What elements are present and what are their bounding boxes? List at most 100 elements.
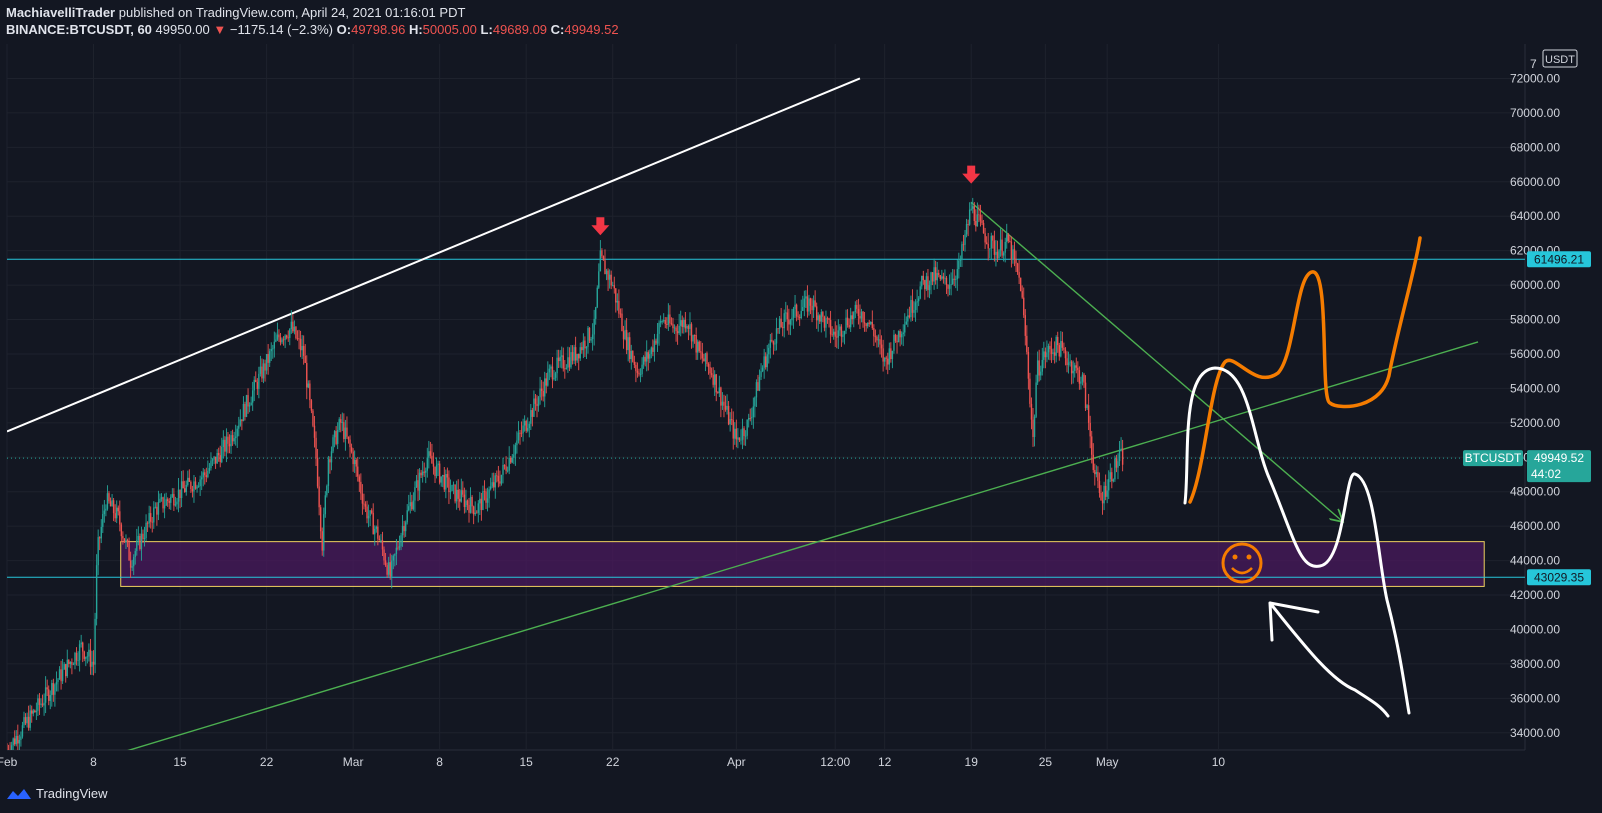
candle-body — [1035, 382, 1037, 417]
candle-body — [973, 206, 975, 221]
candle-body — [854, 304, 857, 312]
candle-body — [1114, 458, 1116, 480]
candle-body — [88, 649, 90, 657]
candle-body — [588, 327, 591, 341]
candle-body — [12, 738, 14, 746]
candle-body — [666, 324, 668, 325]
candle-body — [899, 331, 901, 338]
candle-body — [561, 355, 563, 357]
candle-body — [162, 497, 164, 509]
candle-body — [1021, 291, 1023, 298]
candle-body — [52, 683, 55, 695]
brand-name[interactable]: TradingView — [36, 786, 108, 801]
candle-body — [341, 422, 344, 423]
candle-body — [29, 710, 31, 728]
candle-body — [680, 320, 682, 326]
candle-body — [313, 425, 316, 438]
candle-body — [258, 373, 260, 389]
candle-body — [514, 445, 517, 455]
candle-body — [193, 481, 195, 492]
candle-body — [1058, 345, 1060, 357]
candle-body — [684, 319, 687, 329]
candle-body — [794, 304, 796, 309]
candle-body — [520, 432, 523, 434]
candle-body — [150, 513, 152, 522]
candle-body — [993, 240, 996, 255]
symbol[interactable]: BINANCE:BTCUSDT, 60 — [6, 22, 152, 37]
change-value: −1175.14 (−2.3%) — [229, 22, 334, 37]
candle-body — [440, 476, 442, 483]
candle-body — [1015, 259, 1017, 264]
candle-body — [610, 274, 612, 286]
candle-body — [1072, 370, 1074, 374]
candle-body — [245, 395, 248, 417]
candle-body — [347, 436, 350, 440]
candle-body — [26, 716, 28, 724]
candle-body — [772, 341, 775, 345]
candle-body — [531, 410, 534, 417]
candle-body — [145, 522, 147, 538]
candle-body — [655, 340, 657, 344]
candle-body — [806, 296, 809, 312]
candle-body — [777, 328, 779, 330]
y-tick-label: 34000.00 — [1510, 726, 1560, 740]
candle-body — [108, 493, 110, 502]
candle-body — [528, 423, 530, 429]
candle-body — [692, 335, 694, 342]
candle-body — [780, 318, 782, 328]
candle-body — [811, 305, 813, 311]
candle-body — [1095, 471, 1098, 475]
candle-body — [35, 710, 38, 713]
candle-body — [355, 459, 357, 467]
candle-body — [1044, 351, 1047, 358]
candle-body — [650, 347, 653, 355]
candle-body — [678, 325, 680, 334]
candle-body — [942, 276, 945, 279]
candle-body — [289, 329, 291, 338]
candle-body — [414, 487, 416, 501]
candle-body — [122, 536, 124, 539]
candle-body — [489, 486, 492, 490]
candle-body — [693, 335, 696, 336]
candle-body — [452, 484, 455, 486]
candle-body — [664, 320, 666, 325]
support-badge — [1527, 569, 1591, 586]
candle-body — [746, 419, 748, 436]
candle-body — [1001, 239, 1003, 256]
candle-body — [497, 475, 500, 482]
candle-body — [927, 276, 929, 291]
candle-body — [622, 331, 625, 340]
candle-body — [353, 459, 356, 465]
author[interactable]: MachiavelliTrader — [6, 5, 116, 20]
footer: TradingView — [6, 786, 108, 801]
candle-body — [397, 547, 399, 549]
candle-body — [695, 335, 697, 353]
candle-body — [420, 472, 422, 476]
candle-body — [795, 304, 798, 317]
candle-body — [744, 435, 747, 437]
candle-body — [896, 340, 898, 343]
candle-body — [176, 501, 178, 505]
candle-body — [1104, 485, 1107, 497]
candle-body — [921, 275, 923, 287]
candle-body — [302, 345, 305, 356]
candle-body — [275, 339, 277, 342]
candle-body — [703, 358, 705, 362]
candle-body — [306, 362, 308, 388]
candle-body — [248, 405, 251, 407]
candle-body — [950, 284, 952, 285]
candle-body — [1086, 405, 1088, 409]
candle-body — [156, 506, 158, 515]
candle-body — [584, 340, 586, 349]
tradingview-logo-icon — [7, 788, 31, 799]
candle-body — [468, 505, 470, 513]
candle-body — [785, 312, 787, 314]
candle-body — [590, 339, 592, 341]
candle-body — [857, 308, 860, 317]
candle-body — [616, 300, 619, 303]
candle-body — [877, 339, 880, 341]
candle-body — [842, 334, 844, 337]
candle-body — [989, 248, 991, 250]
candle-body — [394, 554, 396, 556]
